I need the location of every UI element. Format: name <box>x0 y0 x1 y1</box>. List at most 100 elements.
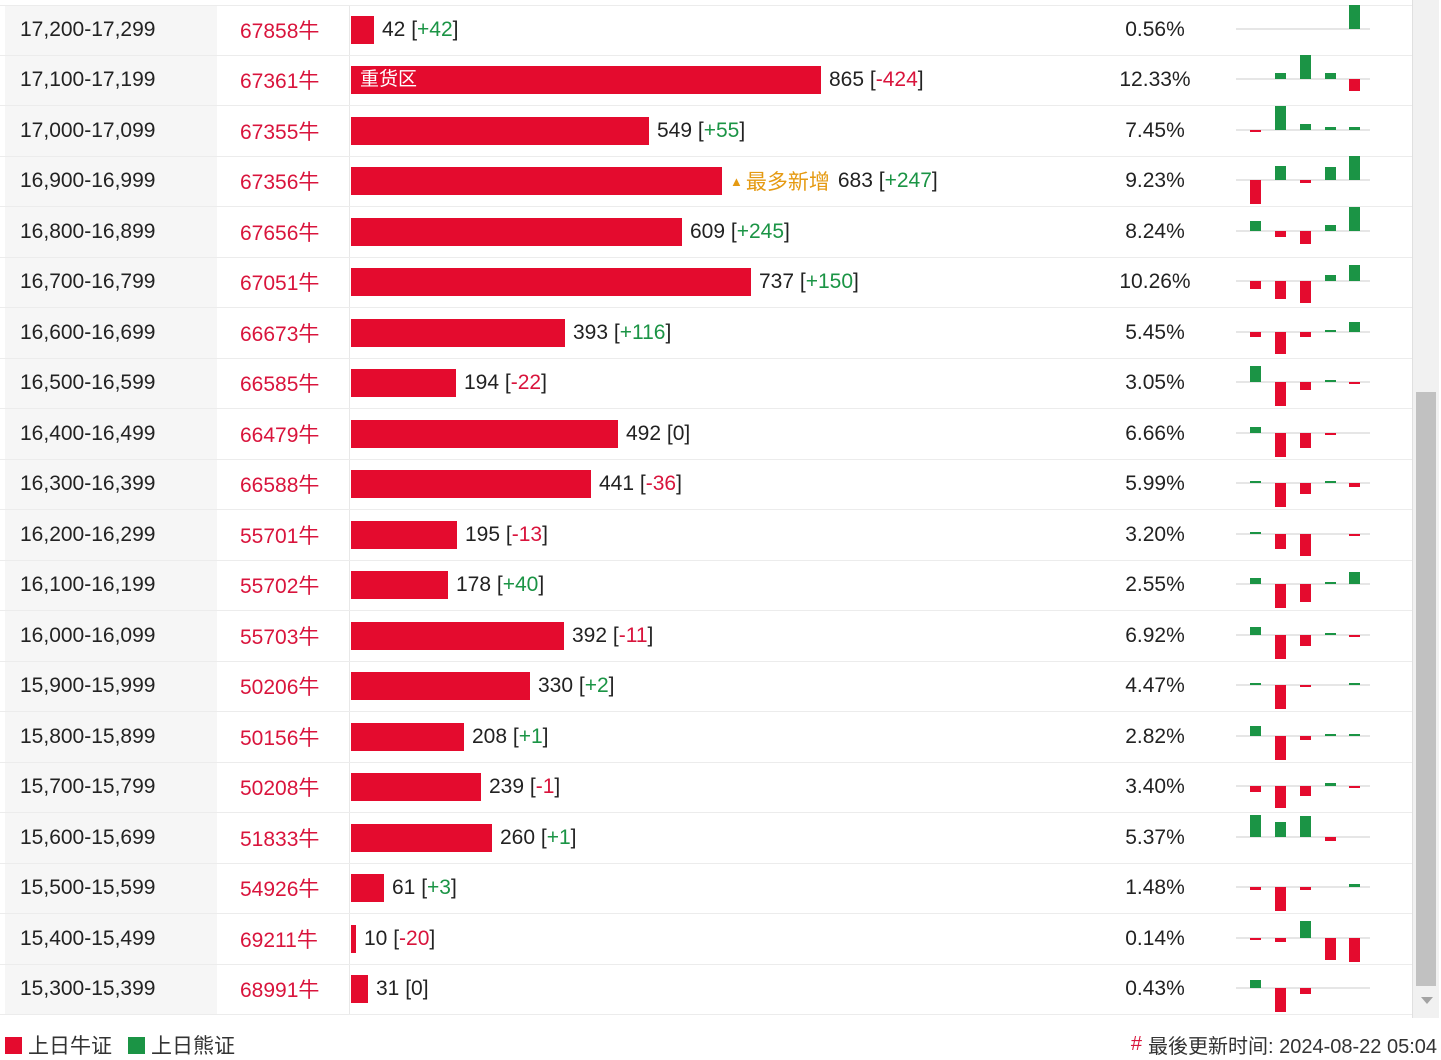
percent-value: 6.92% <box>1125 623 1185 647</box>
table-row[interactable]: 15,400-15,499 69211牛 10 [-20] 0.14% <box>0 914 1412 965</box>
change-value: [-424] <box>864 68 924 92</box>
table-row[interactable]: 15,500-15,599 54926牛 61 [+3] 1.48% <box>0 863 1412 914</box>
spark-chart <box>1236 308 1370 358</box>
volume-bar <box>351 116 649 145</box>
table-row[interactable]: 17,000-17,099 67355牛 549 [+55] 7.45% <box>0 105 1412 157</box>
warrant-code-link[interactable]: 55701牛 <box>217 510 350 560</box>
row-spacer <box>1370 106 1412 156</box>
table-row[interactable]: 16,000-16,099 55703牛 392 [-11] 6.92% <box>0 611 1412 662</box>
row-spacer <box>1370 359 1412 409</box>
volume-bar-cell: 737 [+150] <box>351 258 1051 308</box>
spark-bar <box>1325 783 1336 787</box>
change-value: [-1] <box>524 775 561 799</box>
spark-bar <box>1300 815 1311 837</box>
warrant-code-link[interactable]: 51833牛 <box>217 813 350 863</box>
table-row[interactable]: 16,900-16,999 67356牛 ▲ 最多新增 683 [+247] 9.… <box>0 156 1412 207</box>
warrant-code-link[interactable]: 50206牛 <box>217 661 350 711</box>
volume-bar-cell: 31 [0] <box>351 965 1051 1015</box>
warrant-code-link[interactable]: 66585牛 <box>217 358 350 408</box>
count-value: 392 <box>572 623 608 647</box>
table-row[interactable]: 16,200-16,299 55701牛 195 [-13] 3.20% <box>0 510 1412 561</box>
row-spacer <box>1370 207 1412 257</box>
price-range: 16,300-16,399 <box>5 459 217 509</box>
warrant-code-link[interactable]: 67656牛 <box>217 207 350 257</box>
change-number: +55 <box>703 118 740 142</box>
spark-bar <box>1349 5 1360 30</box>
count-value: 260 <box>500 825 536 849</box>
warrant-code-link[interactable]: 69211牛 <box>217 914 350 964</box>
spark-bar <box>1349 786 1360 789</box>
table-row[interactable]: 16,700-16,799 67051牛 737 [+150] 10.26% <box>0 257 1412 308</box>
change-value: [-11] <box>607 623 654 647</box>
spark-bar <box>1275 483 1286 508</box>
percent-value: 6.66% <box>1125 421 1185 445</box>
table-row[interactable]: 15,700-15,799 50208牛 239 [-1] 3.40% <box>0 762 1412 813</box>
warrant-code-link[interactable]: 66588牛 <box>217 459 350 509</box>
table-row[interactable]: 16,600-16,699 66673牛 393 [+116] 5.45% <box>0 308 1412 359</box>
change-number: 0 <box>672 421 685 445</box>
change-value: [+1] <box>535 825 577 849</box>
warrant-code-link[interactable]: 66479牛 <box>217 409 350 459</box>
table-row[interactable]: 16,400-16,499 66479牛 492 [0] 6.66% <box>0 409 1412 460</box>
change-number: -424 <box>875 68 918 92</box>
change-number: +247 <box>884 169 932 193</box>
warrant-code-link[interactable]: 50156牛 <box>217 712 350 762</box>
table-row[interactable]: 16,300-16,399 66588牛 441 [-36] 5.99% <box>0 459 1412 510</box>
volume-bar <box>351 722 464 751</box>
change-number: +245 <box>736 219 785 243</box>
percent-value: 2.55% <box>1125 573 1185 597</box>
table-row[interactable]: 17,100-17,199 67361牛 重货区 865 [-424] 12.3… <box>0 55 1412 106</box>
spark-bar <box>1300 533 1311 556</box>
spark-bar <box>1250 281 1261 290</box>
table-row[interactable]: 16,100-16,199 55702牛 178 [+40] 2.55% <box>0 560 1412 611</box>
spark-svg <box>1236 884 1370 912</box>
table-row[interactable]: 17,200-17,299 67858牛 42 [+42] 0.56% <box>0 5 1412 56</box>
count-value: 330 <box>538 674 574 698</box>
percent-value: 1.48% <box>1125 876 1185 900</box>
table-row[interactable]: 16,500-16,599 66585牛 194 [-22] 3.05% <box>0 358 1412 409</box>
table-row[interactable]: 15,900-15,999 50206牛 330 [+2] 4.47% <box>0 661 1412 712</box>
spark-chart <box>1236 206 1370 257</box>
price-range: 16,800-16,899 <box>5 207 217 257</box>
warrant-code-link[interactable]: 67361牛 <box>217 55 350 105</box>
change-value: [+55] <box>692 118 746 142</box>
warrant-code-link[interactable]: 68991牛 <box>217 964 350 1014</box>
spark-chart <box>1236 105 1370 156</box>
spark-bar <box>1250 786 1261 793</box>
percent-value: 7.45% <box>1125 118 1185 142</box>
legend: 上日牛证 上日熊证 <box>5 1030 251 1060</box>
table-row[interactable]: 15,300-15,399 68991牛 31 [0] 0.43% <box>0 964 1412 1015</box>
spark-bar <box>1325 481 1336 484</box>
scroll-thumb[interactable] <box>1416 392 1436 986</box>
distribution-table: 17,200-17,299 67858牛 42 [+42] 0.56% 17,1… <box>0 5 1412 1015</box>
volume-bar: 重货区 <box>351 66 821 95</box>
count-value: 61 <box>392 876 416 900</box>
spark-bar <box>1349 937 1360 962</box>
warrant-code-link[interactable]: 67051牛 <box>217 257 350 307</box>
warrant-code-link[interactable]: 50208牛 <box>217 762 350 812</box>
warrant-code-link[interactable]: 55703牛 <box>217 611 350 661</box>
percent-value: 5.37% <box>1125 825 1185 849</box>
scroll-down-arrow-icon[interactable] <box>1421 997 1433 1004</box>
percent-value: 3.20% <box>1125 522 1185 546</box>
count-value: 609 <box>690 219 726 243</box>
spark-svg <box>1236 814 1370 841</box>
price-range: 16,500-16,599 <box>5 358 217 408</box>
count-value: 492 <box>626 421 662 445</box>
warrant-code-link[interactable]: 67858牛 <box>217 6 350 55</box>
table-row[interactable]: 15,800-15,899 50156牛 208 [+1] 2.82% <box>0 712 1412 763</box>
warrant-code-link[interactable]: 55702牛 <box>217 560 350 610</box>
warrant-code-link[interactable]: 54926牛 <box>217 863 350 913</box>
spark-bar <box>1275 735 1286 760</box>
table-row[interactable]: 15,600-15,699 51833牛 260 [+1] 5.37% <box>0 813 1412 864</box>
triangle-up-icon: ▲ <box>730 173 743 189</box>
spark-svg <box>1236 426 1370 457</box>
warrant-code-link[interactable]: 66673牛 <box>217 308 350 358</box>
row-spacer <box>1370 510 1412 560</box>
vertical-scrollbar[interactable] <box>1412 0 1439 1018</box>
table-row[interactable]: 16,800-16,899 67656牛 609 [+245] 8.24% <box>0 206 1412 258</box>
row-spacer <box>1370 308 1412 358</box>
warrant-code-link[interactable]: 67356牛 <box>217 156 350 206</box>
note-label: 最多新增 <box>745 171 830 195</box>
warrant-code-link[interactable]: 67355牛 <box>217 106 350 156</box>
